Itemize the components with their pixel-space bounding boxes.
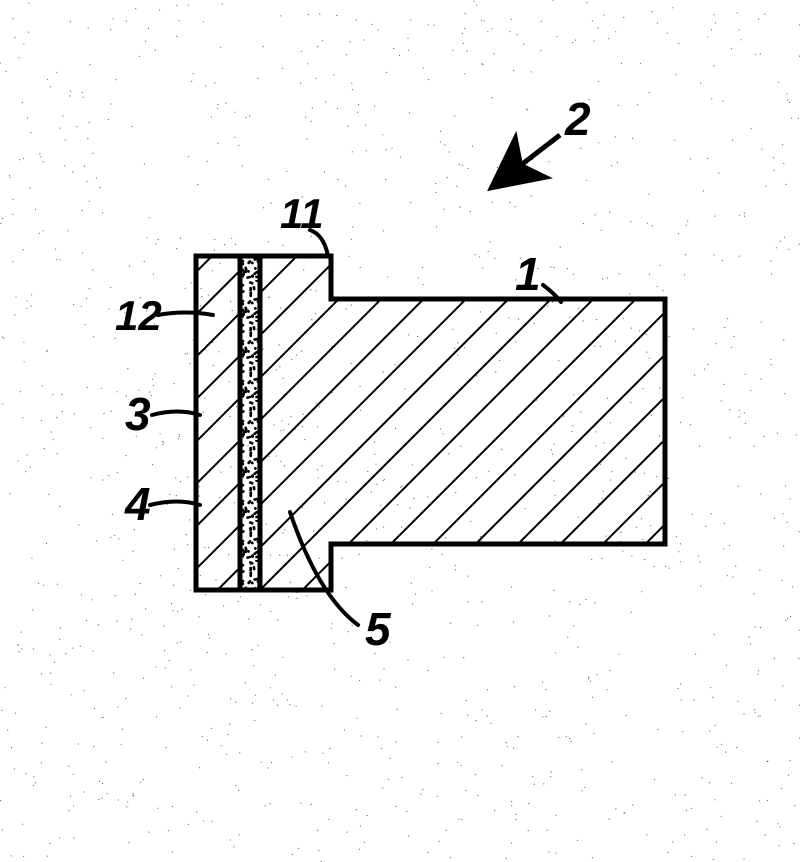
label-2: 2: [564, 93, 591, 145]
label-5: 5: [365, 603, 392, 655]
label-4: 4: [124, 478, 151, 530]
shape-body_1: [260, 256, 665, 590]
label-12: 12: [115, 292, 162, 339]
label-1: 1: [515, 248, 541, 300]
shape-layer_5: [240, 256, 260, 590]
shape-plate_3: [196, 256, 240, 590]
label-3: 3: [125, 388, 151, 440]
label-11: 11: [280, 190, 324, 237]
